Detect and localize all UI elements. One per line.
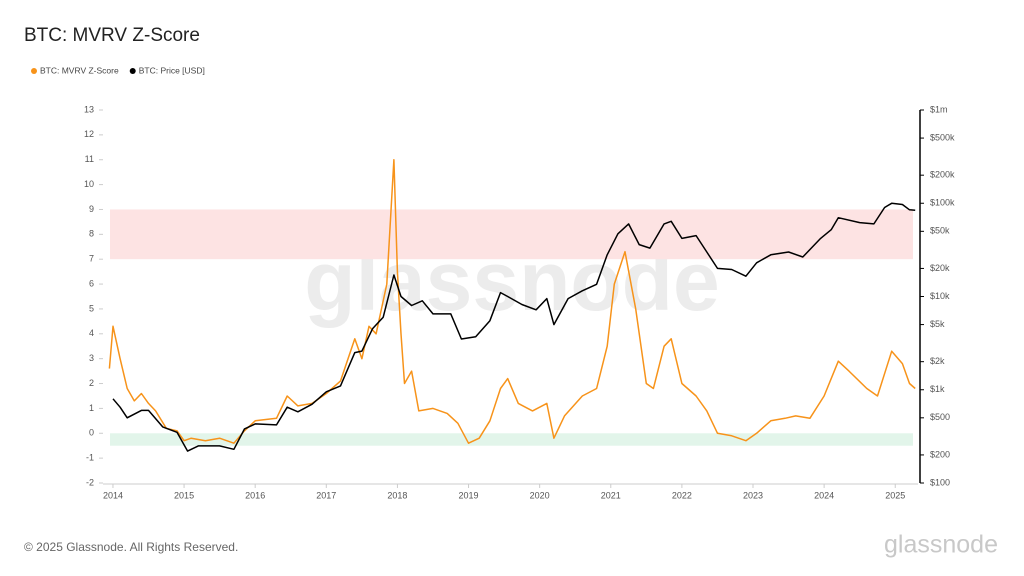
y-tick-label: 3 — [89, 353, 94, 363]
y-tick-label: 13 — [84, 104, 94, 114]
y2-tick-label: $500 — [930, 412, 950, 422]
y-tick-label: 6 — [89, 278, 94, 288]
series-line — [108, 158, 916, 444]
x-tick-label: 2016 — [245, 490, 265, 500]
y-tick-label: -1 — [86, 453, 94, 463]
y2-tick-label: $2k — [930, 356, 945, 366]
y2-tick-label: $1k — [930, 384, 945, 394]
y2-tick-label: $100 — [930, 477, 950, 487]
y-tick-label: 9 — [89, 204, 94, 214]
y-tick-label: 8 — [89, 229, 94, 239]
chart-title: BTC: MVRV Z-Score — [24, 25, 200, 46]
series-line — [112, 202, 916, 452]
y-tick-label: 1 — [89, 403, 94, 413]
x-tick-label: 2018 — [387, 490, 407, 500]
x-tick-label: 2019 — [459, 490, 479, 500]
y2-tick-label: $1m — [930, 104, 948, 114]
x-tick-label: 2021 — [601, 490, 621, 500]
y-tick-label: 4 — [89, 328, 94, 338]
x-tick-label: 2017 — [316, 490, 336, 500]
zone-band — [110, 433, 913, 446]
y2-tick-label: $100k — [930, 198, 955, 208]
y2-tick-label: $200k — [930, 170, 955, 180]
x-tick-label: 2022 — [672, 490, 692, 500]
x-tick-label: 2024 — [814, 490, 834, 500]
y2-tick-label: $200 — [930, 449, 950, 459]
x-tick-label: 2025 — [885, 490, 905, 500]
x-tick-label: 2015 — [174, 490, 194, 500]
y-tick-label: 5 — [89, 303, 94, 313]
legend-swatch — [129, 68, 136, 74]
y2-tick-label: $50k — [930, 226, 950, 236]
y-tick-label: 7 — [89, 254, 94, 264]
y-tick-label: 0 — [89, 428, 94, 438]
y-tick-label: -2 — [86, 477, 94, 487]
y2-tick-label: $20k — [930, 263, 950, 273]
y2-tick-label: $500k — [930, 132, 955, 142]
x-tick-label: 2020 — [530, 490, 550, 500]
x-tick-label: 2023 — [743, 490, 763, 500]
y2-tick-label: $10k — [930, 291, 950, 301]
legend-swatch — [31, 68, 37, 74]
y-tick-label: 12 — [84, 129, 94, 139]
logo: glassnode — [884, 531, 998, 559]
legend-label: BTC: MVRV Z-Score — [40, 65, 119, 75]
y-tick-label: 11 — [85, 154, 94, 164]
y-tick-label: 10 — [84, 179, 94, 189]
legend-label: BTC: Price [USD] — [139, 65, 205, 75]
zone-band — [110, 209, 913, 260]
x-tick-label: 2014 — [103, 490, 123, 500]
y-tick-label: 2 — [89, 378, 94, 388]
footer: © 2025 Glassnode. All Rights Reserved. — [24, 540, 238, 554]
y2-tick-label: $5k — [930, 319, 945, 329]
